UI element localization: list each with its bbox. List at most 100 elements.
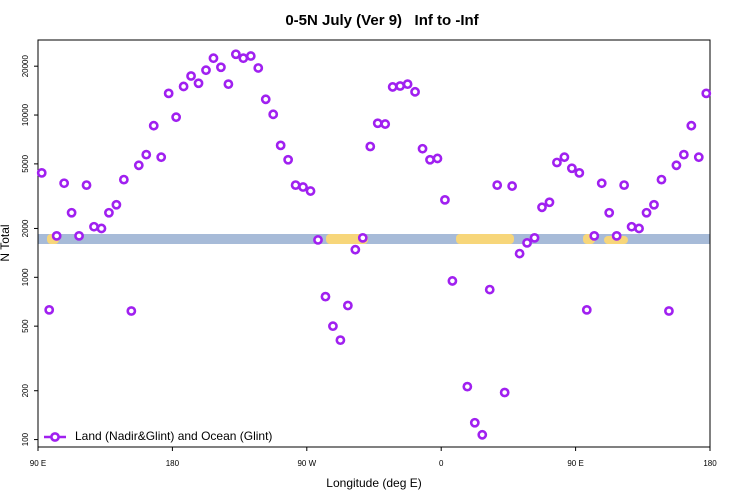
y-tick-label: 2000 [21,219,30,237]
y-tick-label: 20000 [21,55,30,78]
data-point [44,304,55,315]
data-point [626,221,637,232]
data-point [66,207,77,218]
data-point [208,53,219,64]
data-point [686,120,697,131]
chart-title: 0-5N July (Ver 9) Inf to -Inf [285,12,479,29]
data-point [440,194,450,205]
data-point [671,160,682,171]
data-point [126,306,137,316]
data-point [559,152,570,163]
data-point [223,79,234,90]
data-point [544,197,555,208]
x-tick-label: 0 [439,459,444,468]
data-point [514,248,525,259]
data-point [89,221,99,232]
data-point [492,180,503,191]
y-tick-label: 100 [21,432,30,446]
data-point [305,186,316,196]
data-point [350,244,361,255]
data-point [589,230,600,241]
data-point [328,321,338,332]
data-point [701,88,712,99]
x-tick-label: 180 [703,459,717,468]
data-point [425,154,435,165]
surface-band [38,234,710,244]
data-point [507,181,518,191]
data-point [664,306,674,316]
x-tick-label: 180 [166,459,180,468]
data-point [596,178,607,189]
plot-frame [37,39,711,448]
data-point [499,387,510,398]
data-point [178,81,189,92]
ocean-band [38,234,710,244]
data-point [163,88,174,99]
data-point [522,237,532,248]
data-point [372,118,383,129]
data-point [245,51,256,61]
x-tick-label: 90 E [30,459,46,468]
data-point [566,163,577,174]
data-point [268,109,279,120]
data-point [133,160,144,171]
data-point [230,49,241,60]
data-point [611,230,622,241]
data-point [634,223,644,234]
data-point [193,78,204,89]
data-point [641,207,652,218]
data-point [469,417,480,428]
data-point [111,199,122,210]
data-point [283,154,294,165]
data-point [693,152,704,163]
data-point [581,304,592,315]
y-tick-label: 200 [21,384,30,398]
x-axis-label: Longitude (deg E) [326,476,421,490]
data-point [51,230,62,241]
data-point [96,223,107,234]
data-point [275,140,286,151]
data-point [335,335,346,346]
land-band [456,234,514,244]
data-point [171,112,182,123]
y-tick-label: 5000 [21,154,30,172]
x-tick-label: 90 W [297,459,316,468]
data-point [253,63,264,73]
data-point [574,167,585,178]
data-point [141,149,152,160]
legend-marker [50,432,60,442]
data-point [537,202,547,213]
land-band [326,234,368,244]
data-point [74,230,84,241]
data-point [484,284,495,295]
y-tick-label: 10000 [21,103,30,126]
data-point [104,207,114,218]
data-point [201,65,211,76]
data-point [320,291,331,302]
data-point [432,153,443,164]
data-point [380,119,391,129]
data-point [216,62,226,73]
data-point [59,178,70,189]
data-point [604,207,615,218]
data-point [447,276,458,286]
data-point [118,174,129,185]
data-point [36,167,47,178]
data-point [342,300,353,311]
data-point [477,429,488,440]
legend-label: Land (Nadir&Glint) and Ocean (Glint) [75,429,272,443]
data-point [260,94,271,105]
legend-entry: Land (Nadir&Glint) and Ocean (Glint) [44,429,272,443]
data-point [290,180,301,191]
y-axis-label: N Total [0,224,12,261]
data-point [402,79,413,90]
data-point [678,149,689,160]
data-point [357,232,368,243]
data-point [81,180,92,191]
data-point [186,71,196,81]
data-point [313,235,323,245]
data-point [387,82,398,92]
data-point [529,232,540,243]
data-point [395,81,406,91]
data-point [619,180,630,191]
